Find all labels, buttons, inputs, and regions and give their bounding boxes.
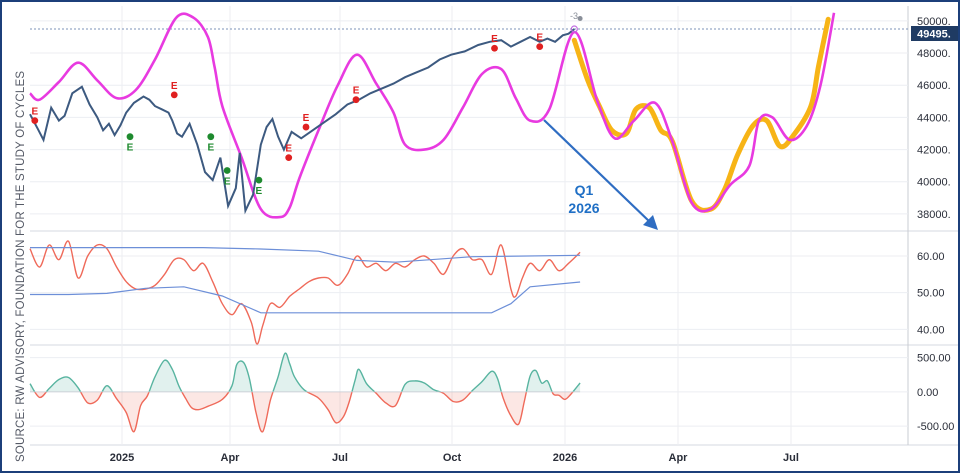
- earnings-label: E: [207, 143, 214, 154]
- y-tick-label: 42000.: [917, 145, 951, 157]
- annotation-line1: Q1: [575, 182, 594, 198]
- rsi-panel: [29, 240, 581, 345]
- earnings-marker: [31, 117, 39, 125]
- annotation-arrow: [543, 119, 653, 225]
- annotation-line2: 2026: [568, 200, 599, 216]
- earnings-marker: [491, 44, 498, 52]
- lower_band-line: [30, 281, 581, 314]
- annotation-group: Q1 2026 -3 49495.: [543, 11, 958, 230]
- upper_band-line: [30, 247, 581, 263]
- x-tick-label: Jul: [332, 452, 348, 464]
- earnings-label: E: [491, 34, 498, 45]
- price-label-badge: [911, 26, 958, 41]
- earnings-label: E: [256, 186, 263, 197]
- y-tick-label: 44000.: [917, 112, 951, 124]
- oscillator-line-negative: [33, 391, 574, 433]
- cycle-series-line: [29, 12, 836, 219]
- earnings-label: E: [224, 176, 231, 187]
- y-tick-label: 50000.: [917, 16, 951, 28]
- x-tick-label: 2026: [553, 452, 577, 464]
- price-label-text: 49495.: [917, 29, 951, 41]
- y-tick-label: 46000.: [917, 80, 951, 92]
- x-tick-label: Apr: [221, 452, 241, 464]
- x-tick-label: Apr: [669, 452, 689, 464]
- price-panel: E E E E E E E E E E E: [29, 12, 910, 219]
- x-tick-label: Jul: [783, 452, 799, 464]
- y-tick-label: 48000.: [917, 48, 951, 60]
- earnings-marker: [170, 91, 178, 99]
- y-axis-labels: 38000. 40000. 42000. 44000. 46000. 48000. 5000…: [917, 16, 954, 433]
- y-tick-label: 500.00: [917, 353, 951, 365]
- y-tick-label: 60.00: [917, 251, 945, 263]
- y-tick-label: 50.00: [917, 288, 945, 300]
- earnings-label: E: [353, 86, 360, 97]
- earnings-marker: [302, 123, 310, 131]
- source-note: SOURCE: RW ADVISORY, FOUNDATION FOR THE …: [15, 70, 27, 462]
- earnings-label: E: [303, 113, 310, 124]
- top-marker-dot: [577, 15, 583, 21]
- x-tick-label: Oct: [443, 452, 462, 464]
- y-tick-label: 38000.: [917, 209, 951, 221]
- y-tick-label: 0.00: [917, 387, 938, 399]
- y-tick-label: -500.00: [917, 421, 954, 433]
- y-tick-label: 40.00: [917, 324, 945, 336]
- price-end-marker: [570, 25, 578, 33]
- earnings-label: E: [536, 33, 543, 44]
- earnings-marker: [255, 176, 263, 184]
- earnings-marker: [285, 154, 293, 162]
- oscillator-area-positive: [30, 353, 581, 392]
- earnings-label: E: [285, 144, 292, 155]
- earnings-marker: [126, 133, 134, 141]
- earnings-marker: [536, 43, 544, 51]
- x-tick-label: 2025: [110, 452, 134, 464]
- earnings-label: E: [31, 107, 38, 118]
- top-marker-label: -3: [570, 11, 578, 21]
- price-series-line: [29, 28, 575, 215]
- annotation-arrowhead: [643, 215, 658, 230]
- y-tick-label: 40000.: [917, 177, 951, 189]
- earnings-marker: [352, 96, 360, 104]
- oscillator-panel: [29, 352, 581, 433]
- earnings-marker: [223, 167, 231, 174]
- earnings-label: E: [127, 143, 134, 154]
- rsi-line: [29, 240, 581, 345]
- earnings-marker: [207, 133, 215, 141]
- gridlines: [30, 6, 958, 446]
- earnings-label: E: [171, 81, 178, 92]
- x-axis-labels: 2025 Apr Jul Oct 2026 Apr Jul: [110, 452, 799, 464]
